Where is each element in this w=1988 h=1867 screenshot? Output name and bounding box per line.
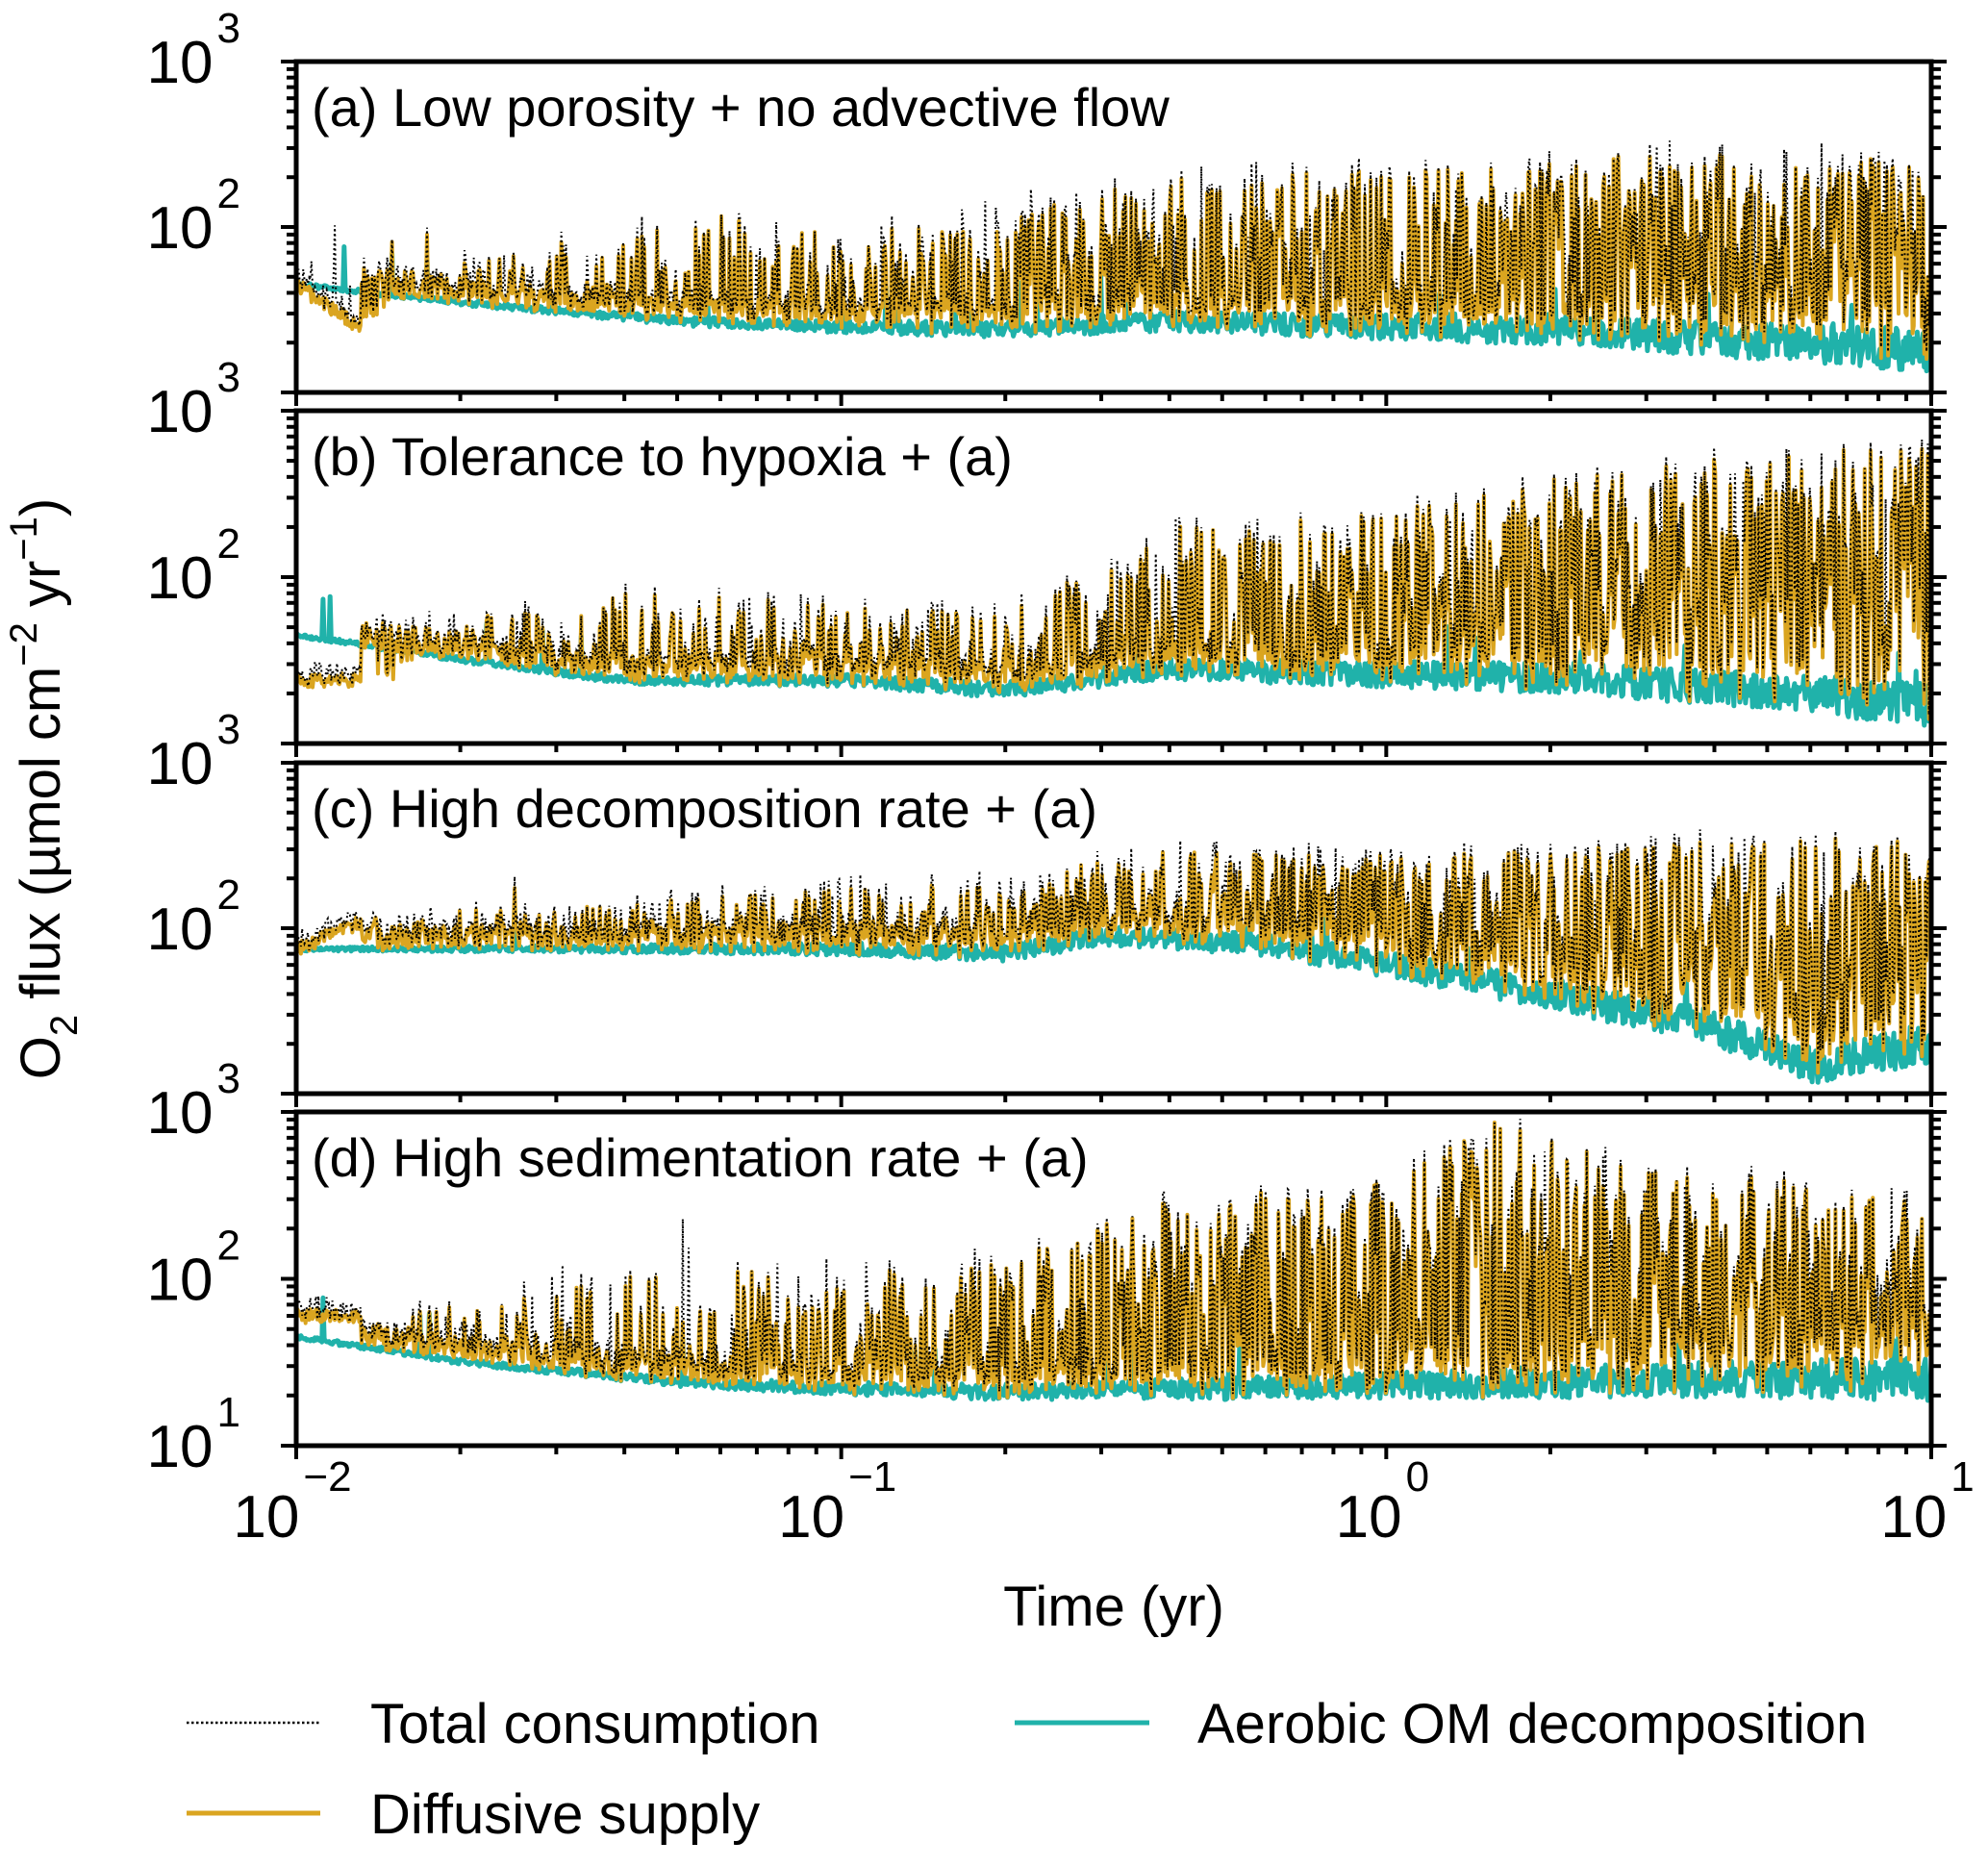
- series-total-consumption: [296, 1119, 1931, 1395]
- y-tick-label: 103: [147, 354, 240, 445]
- legend-item-total: Total consumption: [187, 1693, 819, 1755]
- y-tick-label: 103: [147, 706, 240, 797]
- y-tick-label: 103: [147, 5, 240, 96]
- panel-b: 103 102 (b) Tolerance to hypoxia + (a): [147, 354, 1947, 757]
- panel-d: 103 102 101 (d) High sedimentation rate + (…: [147, 1055, 1947, 1480]
- series-total-consumption: [296, 829, 1931, 1065]
- panel-title: (b) Tolerance to hypoxia + (a): [312, 426, 1013, 487]
- series-total-consumption: [296, 140, 1931, 352]
- y-tick-label: 102: [147, 871, 240, 963]
- y-tick-label: 102: [147, 170, 240, 262]
- legend-item-aerobic: Aerobic OM decomposition: [1015, 1693, 1867, 1755]
- ylabel-exp1: −2: [3, 622, 45, 667]
- series-total-consumption: [296, 439, 1931, 716]
- legend-label-aerobic: Aerobic OM decomposition: [1197, 1693, 1867, 1755]
- panel-title: (d) High sedimentation rate + (a): [312, 1127, 1089, 1188]
- svg-text:O2 flux (µmol cm−2 yr−1): O2 flux (µmol cm−2 yr−1): [3, 498, 86, 1079]
- legend: Total consumption Aerobic OM decompositi…: [187, 1693, 1867, 1846]
- panels: 103 102 (a) Low porosity + no advective fl…: [147, 5, 1947, 1480]
- ylabel-exp2: −1: [3, 517, 45, 561]
- panel-c: 103 102 (c) High decomposition rate + (a): [147, 706, 1947, 1107]
- ylabel-end: ): [10, 498, 72, 517]
- legend-item-diffusive: Diffusive supply: [187, 1783, 760, 1846]
- ylabel-rest: flux (µmol cm: [10, 667, 72, 1015]
- x-tick-label: 100: [1336, 1453, 1429, 1551]
- ylabel-main: O: [10, 1036, 72, 1079]
- ylabel-sub: 2: [43, 1015, 86, 1036]
- y-axis-label: O2 flux (µmol cm−2 yr−1): [3, 498, 86, 1079]
- series-aerobic-om-decomposition: [296, 593, 1931, 728]
- y-tick-label: 102: [147, 520, 240, 612]
- panel-a: 103 102 (a) Low porosity + no advective fl…: [147, 5, 1947, 406]
- x-tick-labels: 10−2 10−1 100 101: [233, 1453, 1974, 1551]
- x-tick-label: 10−1: [778, 1453, 896, 1551]
- panel-title: (c) High decomposition rate + (a): [312, 778, 1097, 839]
- y-tick-label: 103: [147, 1055, 240, 1147]
- x-tick-label: 101: [1880, 1453, 1974, 1551]
- y-tick-label: 102: [147, 1223, 240, 1314]
- ylabel-mid: yr: [10, 561, 72, 622]
- legend-label-diffusive: Diffusive supply: [370, 1783, 760, 1846]
- x-tick-label: 10−2: [233, 1453, 351, 1551]
- y-tick-label: 101: [147, 1389, 240, 1480]
- panel-title: (a) Low porosity + no advective flow: [312, 77, 1170, 138]
- legend-label-total: Total consumption: [370, 1693, 819, 1755]
- x-axis-label: Time (yr): [1003, 1576, 1224, 1638]
